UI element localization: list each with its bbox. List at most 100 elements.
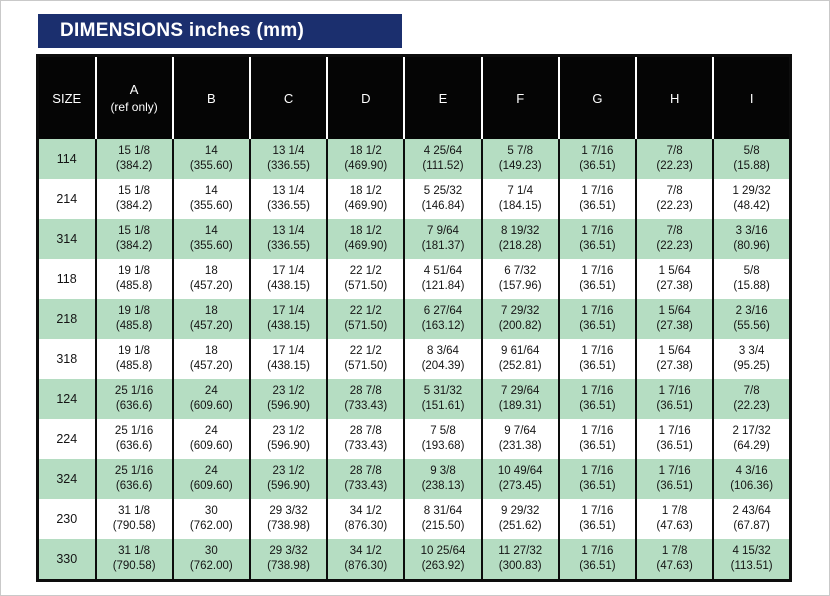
value-inches: 14 [204, 185, 218, 197]
value-mm: (113.51) [730, 560, 773, 572]
value-inches: 7/8 [666, 225, 683, 237]
col-header-d: D [326, 55, 405, 139]
value-mm: (790.58) [112, 520, 156, 532]
value-inches: 14 [204, 145, 218, 157]
page-title: DIMENSIONS inches (mm) [60, 20, 305, 41]
value-mm: (215.50) [421, 520, 465, 532]
value-mm: (571.50) [344, 280, 388, 292]
value-mm: (336.55) [267, 160, 310, 172]
value-inches: 1 29/32 [732, 185, 771, 197]
value-inches: 4 51/64 [423, 265, 463, 277]
value-mm: (36.51) [656, 400, 693, 412]
dim-cell-f: 7 1/4 (184.15) [480, 179, 559, 219]
size-cell: 314 [37, 219, 96, 259]
value-inches: 28 7/8 [349, 385, 382, 397]
value-inches: 18 1/2 [349, 185, 382, 197]
value-mm: (36.51) [579, 160, 616, 172]
dim-cell-e: 10 25/64 (263.92) [403, 539, 482, 581]
value-inches: 1 7/16 [581, 465, 614, 477]
dim-cell-d: 28 7/8 (733.43) [326, 459, 405, 499]
dim-cell-h: 7/8 (22.23) [635, 179, 714, 219]
value-mm: (469.90) [344, 240, 388, 252]
value-inches: 5 7/8 [507, 145, 533, 157]
value-mm: (469.90) [344, 160, 388, 172]
value-inches: 25 1/16 [114, 425, 154, 437]
dim-cell-f: 6 7/32 (157.96) [480, 259, 559, 299]
dim-cell-a: 19 1/8 (485.8) [94, 299, 173, 339]
value-inches: 28 7/8 [349, 425, 382, 437]
col-header-f: F [480, 55, 559, 139]
col-header-label: SIZE [52, 90, 82, 106]
value-mm: (384.2) [115, 200, 153, 212]
dim-cell-c: 13 1/4 (336.55) [248, 179, 328, 219]
dim-cell-e: 6 27/64 (163.12) [403, 299, 482, 339]
dim-cell-c: 23 1/2 (596.90) [248, 379, 328, 419]
dim-cell-a: 31 1/8 (790.58) [94, 499, 173, 539]
dim-cell-e: 4 51/64 (121.84) [403, 259, 482, 299]
col-header-i: I [712, 55, 791, 139]
dim-cell-i: 1 29/32 (48.42) [712, 179, 791, 219]
value-mm: (485.8) [115, 320, 153, 332]
dim-cell-g: 1 7/16 (36.51) [557, 179, 637, 219]
value-mm: (36.51) [579, 200, 616, 212]
dim-cell-i: 3 3/4 (95.25) [712, 339, 791, 379]
value-inches: 8 3/64 [426, 345, 459, 357]
value-inches: 9 3/8 [430, 465, 456, 477]
dim-cell-a: 25 1/16 (636.6) [94, 379, 173, 419]
value-inches: 8 31/64 [423, 505, 463, 517]
value-mm: (36.51) [579, 560, 616, 572]
value-inches: 18 1/2 [349, 145, 382, 157]
dim-cell-f: 5 7/8 (149.23) [480, 139, 559, 179]
value-mm: (609.60) [189, 480, 233, 492]
col-header-label: H [669, 90, 680, 106]
dim-cell-e: 8 31/64 (215.50) [403, 499, 482, 539]
value-inches: 13 1/4 [272, 185, 305, 197]
value-mm: (252.81) [498, 360, 542, 372]
dim-cell-g: 1 7/16 (36.51) [557, 379, 637, 419]
dim-cell-f: 10 49/64 (273.45) [480, 459, 559, 499]
value-inches: 30 [204, 505, 218, 517]
value-inches: 30 [204, 545, 218, 557]
value-inches: 23 1/2 [272, 465, 305, 477]
value-inches: 7/8 [743, 385, 760, 397]
dim-cell-a: 31 1/8 (790.58) [94, 539, 173, 581]
dim-cell-b: 18 (457.20) [171, 299, 250, 339]
value-inches: 13 1/4 [272, 225, 305, 237]
dim-cell-e: 4 25/64 (111.52) [403, 139, 482, 179]
value-inches: 28 7/8 [349, 465, 382, 477]
value-inches: 19 1/8 [118, 305, 151, 317]
value-mm: (273.45) [498, 480, 542, 492]
dim-cell-g: 1 7/16 (36.51) [557, 299, 637, 339]
value-inches: 7 5/8 [430, 425, 456, 437]
value-inches: 9 29/32 [501, 505, 540, 517]
value-mm: (36.51) [579, 440, 616, 452]
value-mm: (384.2) [115, 160, 153, 172]
value-mm: (790.58) [112, 560, 156, 572]
dim-cell-i: 2 43/64 (67.87) [712, 499, 791, 539]
dim-cell-f: 7 29/64 (189.31) [480, 379, 559, 419]
value-inches: 7/8 [666, 185, 683, 197]
table-row-114: 114 15 1/8 (384.2) 14 (355.60) 13 1/4 (336.55)… [37, 139, 791, 179]
value-inches: 18 [204, 305, 218, 317]
table-row-318: 318 19 1/8 (485.8) 18 (457.20) 17 1/4 (438.15)… [37, 339, 791, 379]
value-inches: 13 1/4 [272, 145, 305, 157]
value-inches: 10 49/64 [497, 465, 543, 477]
value-mm: (300.83) [498, 560, 542, 572]
size-cell: 324 [37, 459, 96, 499]
dim-cell-g: 1 7/16 (36.51) [557, 419, 637, 459]
dim-cell-b: 24 (609.60) [171, 459, 250, 499]
dim-cell-h: 7/8 (22.23) [635, 219, 714, 259]
dim-cell-f: 9 29/32 (251.62) [480, 499, 559, 539]
dim-cell-a: 19 1/8 (485.8) [94, 339, 173, 379]
table-row-230: 230 31 1/8 (790.58) 30 (762.00) 29 3/32 (738.9… [37, 499, 791, 539]
value-inches: 3 3/4 [738, 345, 765, 357]
dim-cell-f: 9 61/64 (252.81) [480, 339, 559, 379]
dim-cell-i: 7/8 (22.23) [712, 379, 791, 419]
value-mm: (231.38) [498, 440, 542, 452]
value-inches: 2 17/32 [732, 425, 771, 437]
value-inches: 29 3/32 [269, 545, 308, 557]
table-row-224: 224 25 1/16 (636.6) 24 (609.60) 23 1/2 (596.90… [37, 419, 791, 459]
value-inches: 7/8 [666, 145, 683, 157]
value-inches: 4 3/16 [735, 465, 768, 477]
